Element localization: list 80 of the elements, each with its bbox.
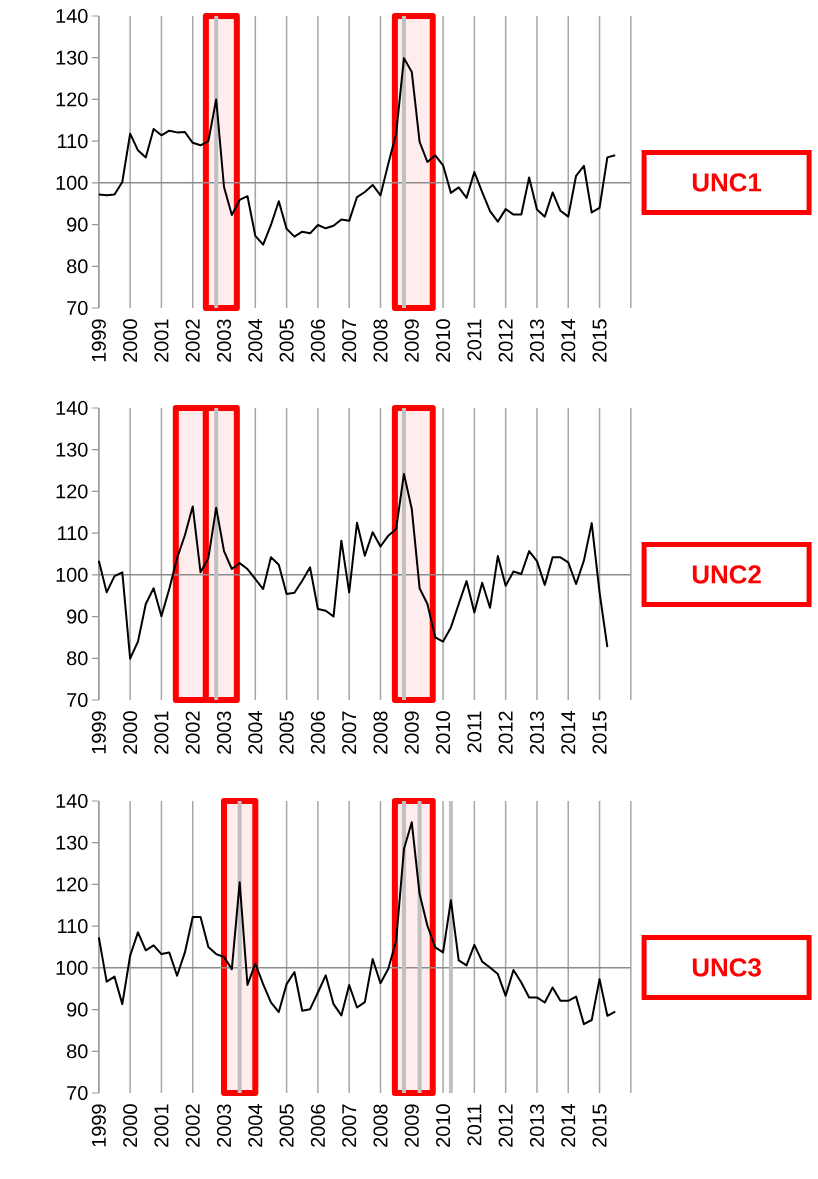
x-tick-label: 2010: [436, 711, 451, 754]
y-tick-label: 130: [56, 442, 88, 457]
x-tick-label: 2006: [310, 319, 326, 362]
y-tick-label: 130: [56, 835, 88, 850]
y-tick-label: 70: [67, 1085, 88, 1101]
x-tick-label: 2000: [123, 711, 138, 754]
x-tick-label: 2007: [342, 1104, 357, 1147]
x-tick-label: 1999: [91, 711, 106, 754]
x-tick-label: 2013: [529, 319, 545, 362]
text: UNC1: [692, 173, 762, 192]
y-tick-label: 140: [56, 793, 88, 809]
x-tick-label: 2005: [279, 711, 294, 754]
x-tick-label: 2009: [404, 319, 419, 362]
x-tick-label: 2000: [123, 1104, 138, 1147]
y-tick-label: 140: [56, 8, 88, 24]
x-tick-label: 2015: [592, 711, 607, 754]
x-tick-label: 2007: [342, 319, 357, 362]
x-tick-label: 2005: [279, 1104, 294, 1147]
line-series: [97, 821, 617, 1026]
y-tick-label: 110: [58, 526, 88, 541]
y-tick-label: 110: [58, 134, 88, 149]
x-tick-label: 2014: [561, 319, 576, 362]
x-tick-label: 2006: [310, 1104, 326, 1147]
x-tick-label: 2010: [436, 1104, 451, 1147]
x-tick-label: 2009: [404, 711, 419, 754]
y-tick-label: 90: [67, 609, 88, 624]
x-tick-label: 2003: [217, 1104, 232, 1147]
y-tick-label: 120: [56, 484, 88, 499]
x-tick-label: 2001: [154, 711, 169, 754]
y-tick-label: 110: [58, 919, 88, 934]
x-tick-label: 2003: [217, 711, 232, 754]
x-tick-label: 2001: [154, 319, 169, 362]
x-tick-label: 2004: [248, 711, 263, 754]
y-tick-label: 70: [67, 692, 88, 708]
y-tick-label: 130: [56, 50, 88, 65]
x-tick-label: 2004: [248, 1104, 263, 1147]
x-tick-label: 2011: [467, 319, 482, 361]
x-tick-label: 2012: [498, 711, 513, 754]
x-tick-label: 2000: [123, 319, 138, 362]
x-tick-label: 2006: [310, 711, 326, 754]
text: UNC2: [692, 565, 761, 584]
x-tick-label: 1999: [91, 319, 106, 362]
x-tick-label: 2008: [373, 319, 388, 362]
y-tick-label: 70: [67, 300, 88, 316]
x-tick-label: 2015: [592, 319, 607, 362]
x-tick-label: 2003: [217, 319, 232, 362]
y-tick-label: 100: [56, 960, 88, 975]
y-tick-label: 120: [56, 877, 88, 892]
y-tick-label: 80: [67, 1044, 88, 1059]
text: UNC3: [692, 958, 761, 977]
y-tick-label: 90: [67, 1002, 88, 1017]
x-tick-label: 1999: [91, 1104, 106, 1147]
x-tick-label: 2008: [373, 711, 388, 754]
y-tick-label: 80: [67, 259, 88, 274]
x-tick-label: 2008: [373, 1104, 388, 1147]
x-tick-label: 2015: [592, 1104, 607, 1147]
x-tick-label: 2011: [467, 711, 482, 753]
x-tick-label: 2002: [185, 1104, 200, 1147]
x-tick-label: 2002: [185, 319, 200, 362]
y-tick-label: 120: [56, 92, 88, 107]
x-tick-label: 2014: [561, 711, 576, 754]
x-tick-label: 2013: [529, 1104, 545, 1147]
x-tick-label: 2013: [529, 711, 545, 754]
x-tick-label: 2011: [467, 1104, 482, 1146]
y-tick-label: 100: [56, 175, 88, 190]
x-tick-label: 2007: [342, 711, 357, 754]
x-tick-label: 2012: [498, 319, 513, 362]
line-series: [97, 57, 617, 246]
x-tick-label: 2002: [185, 711, 200, 754]
x-tick-label: 2012: [498, 1104, 513, 1147]
y-tick-label: 100: [56, 567, 88, 582]
x-tick-label: 2005: [279, 319, 294, 362]
x-tick-label: 2010: [436, 319, 451, 362]
y-tick-label: 90: [67, 217, 88, 232]
x-tick-label: 2014: [561, 1104, 576, 1147]
x-tick-label: 2004: [248, 319, 263, 362]
x-tick-label: 2009: [404, 1104, 419, 1147]
y-tick-label: 140: [56, 400, 88, 416]
x-tick-label: 2001: [154, 1104, 169, 1147]
y-tick-label: 80: [67, 651, 88, 666]
